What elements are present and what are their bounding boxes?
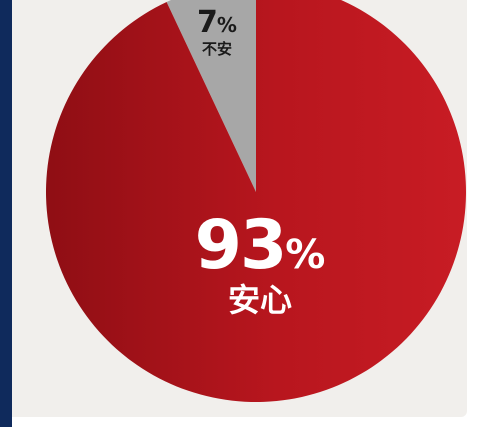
slice-value-secure: 93	[194, 206, 288, 285]
slice-unit-anxious: %	[216, 13, 237, 37]
slice-value-anxious: 7	[197, 5, 218, 40]
pie-slice-anxious	[166, 0, 256, 192]
pie-slice-secure	[46, 0, 466, 402]
left-accent-bar	[0, 0, 12, 427]
slice-unit-secure: %	[285, 232, 326, 278]
slice-label-anxious: 7% 不安	[191, 8, 243, 57]
slice-category-anxious: 不安	[201, 40, 232, 58]
slice-label-secure: 93% 安心	[170, 212, 350, 319]
slice-category-secure: 安心	[227, 281, 292, 319]
